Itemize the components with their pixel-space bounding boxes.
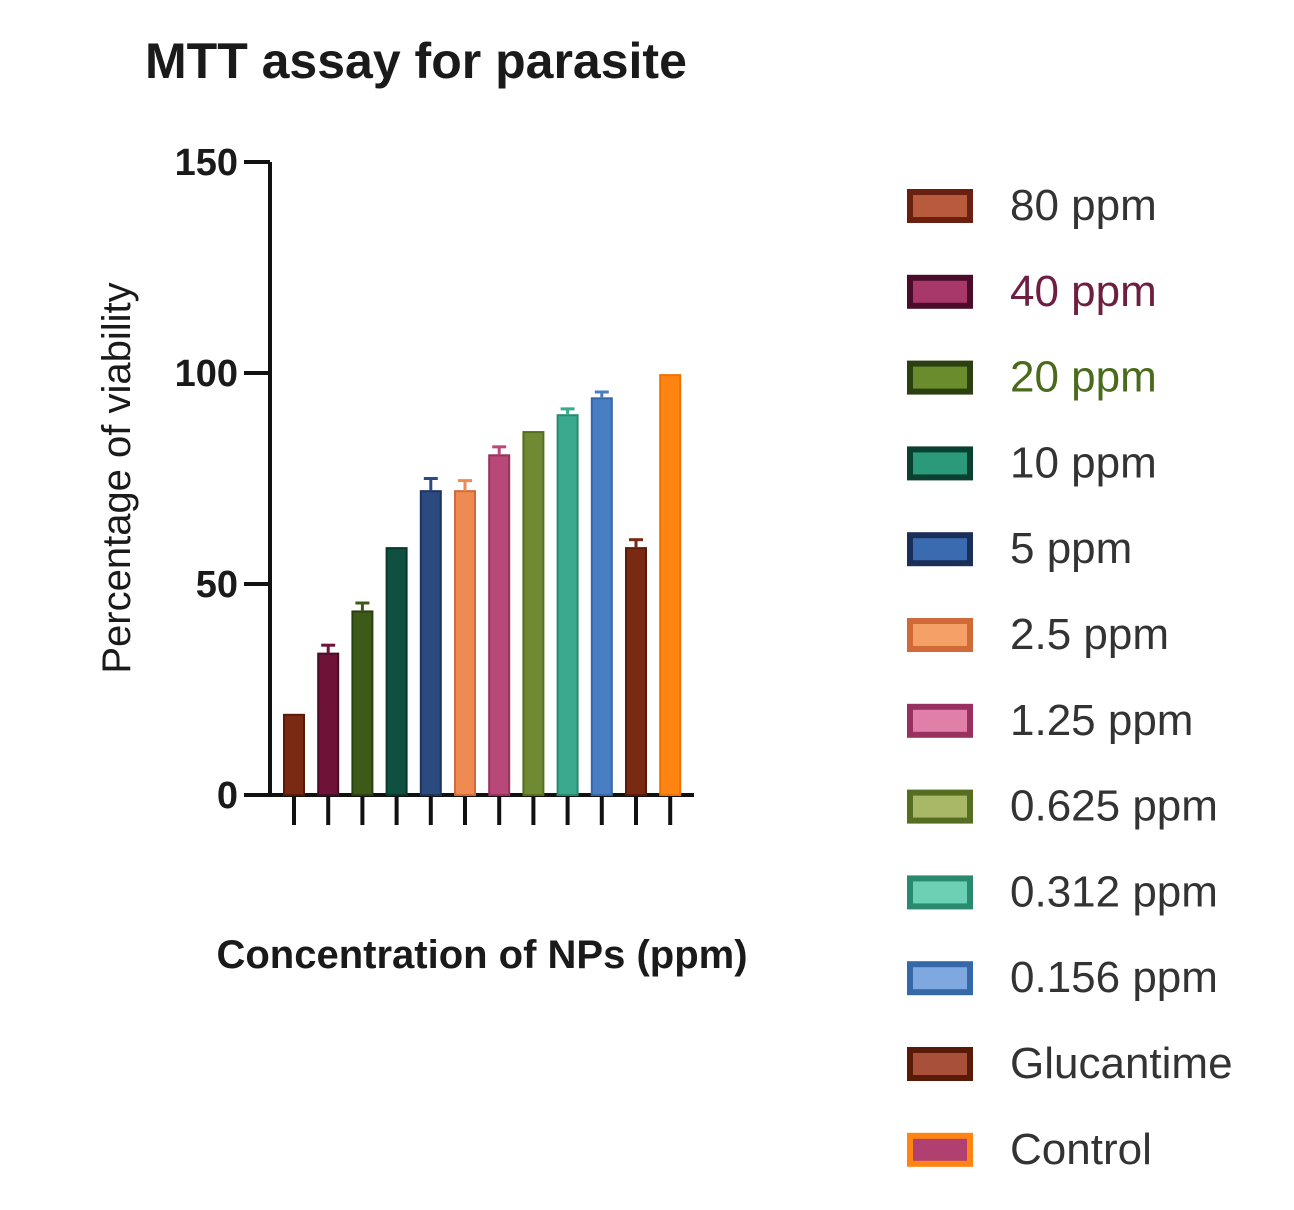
bar [625, 547, 647, 796]
bar [385, 547, 408, 796]
legend-label: 5 ppm [1010, 524, 1132, 573]
legend-label: 0.312 ppm [1010, 867, 1218, 916]
bar [283, 713, 305, 797]
legend-label: 80 ppm [1010, 181, 1157, 230]
legend-swatch [907, 1132, 973, 1167]
bar [659, 374, 682, 796]
chart-title: MTT assay for parasite [145, 33, 687, 89]
legend-label: 40 ppm [1010, 267, 1157, 316]
legend-swatch [907, 360, 973, 395]
legend-swatch [907, 532, 973, 567]
legend-swatch [907, 1047, 973, 1081]
legend-label: 1.25 ppm [1010, 696, 1193, 745]
x-axis [268, 793, 694, 825]
legend-swatch [907, 703, 973, 738]
y-tick-label: 50 [196, 564, 238, 606]
legend-swatch [907, 618, 973, 652]
bar [317, 652, 340, 796]
y-tick-label: 0 [217, 775, 238, 817]
y-tick-label: 150 [175, 142, 238, 184]
y-tick-label: 100 [175, 353, 238, 395]
bar [522, 431, 545, 796]
bar [488, 454, 511, 796]
legend: 80 ppm 40 ppm 20 ppm 10 ppm 5 ppm 2.5 ppm 1.25… [907, 181, 1233, 1174]
legend-swatch [907, 961, 973, 996]
legend-label: 0.156 ppm [1010, 953, 1218, 1002]
y-axis: 0 50 100 150 [175, 142, 272, 817]
legend-swatch [907, 446, 973, 481]
bar-series [283, 374, 682, 797]
legend-swatch [907, 189, 973, 223]
legend-swatch [907, 875, 973, 910]
legend-swatch [907, 789, 973, 824]
legend-label: 2.5 ppm [1010, 610, 1169, 659]
legend-label: Control [1010, 1125, 1152, 1174]
bar [419, 490, 442, 796]
y-axis-label: Percentage of viability [95, 282, 139, 673]
legend-label: 0.625 ppm [1010, 782, 1218, 831]
bar [590, 397, 613, 796]
bar [351, 610, 374, 796]
bar [454, 490, 476, 796]
legend-label: 20 ppm [1010, 353, 1157, 402]
legend-label: Glucantime [1010, 1039, 1233, 1088]
bar [556, 414, 579, 796]
legend-swatch [907, 274, 973, 309]
legend-label: 10 ppm [1010, 438, 1157, 487]
x-axis-label: Concentration of NPs (ppm) [216, 933, 747, 977]
